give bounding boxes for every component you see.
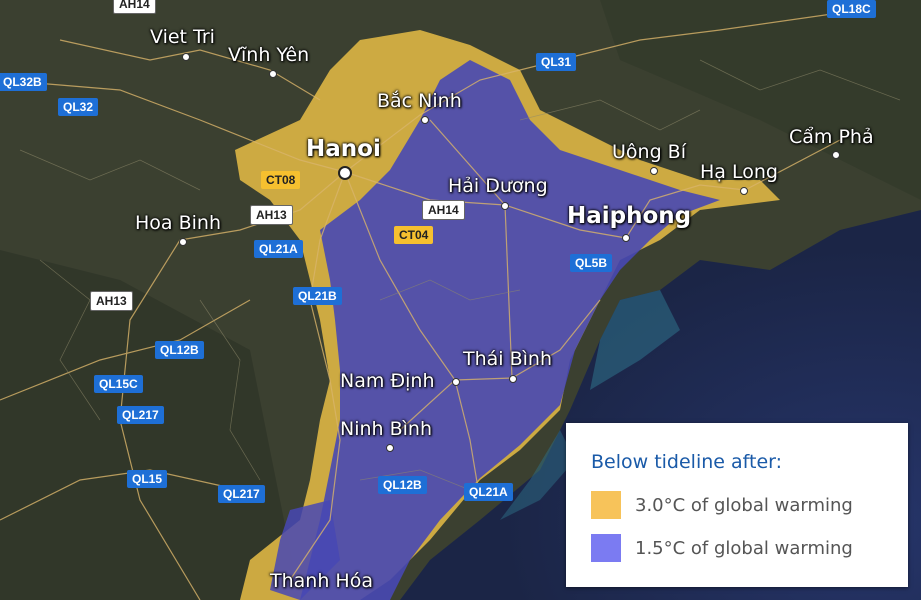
legend-item-1-5: 1.5°C of global warming — [591, 534, 853, 562]
city-dot-hai-duong — [501, 202, 509, 210]
road-shield-ah14: AH14 — [422, 200, 465, 220]
road-shield-ql21a-b: QL21A — [464, 483, 513, 501]
city-label-thai-binh: Thái Bình — [463, 348, 553, 370]
road-shield-ah13-a: AH13 — [250, 205, 293, 225]
city-label-viet-tri: Viet Tri — [150, 26, 215, 48]
city-dot-haiphong — [622, 234, 630, 242]
road-shield-ct04: CT04 — [394, 226, 434, 244]
road-shield-ql21a-a: QL21A — [254, 240, 303, 258]
road-shield-ql12b-a: QL12B — [155, 341, 204, 359]
legend-label-3-0: 3.0°C of global warming — [635, 494, 853, 516]
city-dot-hoa-binh — [179, 238, 187, 246]
city-dot-cam-pha — [832, 151, 840, 159]
road-shield-ql217-b: QL217 — [218, 485, 265, 503]
legend-swatch-1-5 — [591, 534, 621, 562]
legend-label-1-5: 1.5°C of global warming — [635, 537, 853, 559]
road-shield-ql12b-b: QL12B — [378, 476, 427, 494]
road-shield-ql32b: QL32B — [0, 73, 47, 91]
city-dot-vinh-yen — [269, 70, 277, 78]
road-shield-ql32: QL32 — [58, 98, 99, 116]
city-label-uong-bi: Uông Bí — [612, 141, 686, 163]
city-dot-ninh-binh — [386, 444, 394, 452]
coastal-water — [500, 430, 575, 520]
city-label-hai-duong: Hải Dương — [448, 175, 548, 197]
city-dot-viet-tri — [182, 53, 190, 61]
city-dot-thai-binh — [509, 375, 517, 383]
road-shield-ct08: CT08 — [261, 171, 301, 189]
road-shield-ql15: QL15 — [127, 470, 168, 488]
city-dot-nam-dinh — [452, 378, 460, 386]
city-dot-uong-bi — [650, 167, 658, 175]
road-shield-ah14-top: AH14 — [113, 0, 156, 14]
city-label-hanoi: Hanoi — [306, 136, 381, 162]
road-shield-ql217-a: QL217 — [117, 406, 164, 424]
city-label-thanh-hoa: Thanh Hóa — [270, 570, 373, 592]
city-dot-hanoi — [338, 166, 352, 180]
city-label-cam-pha: Cẩm Phả — [789, 126, 874, 148]
city-label-nam-dinh: Nam Định — [340, 370, 435, 392]
road-shield-ql21b: QL21B — [293, 287, 342, 305]
city-label-ha-long: Hạ Long — [700, 161, 778, 183]
road-shield-ql31: QL31 — [536, 53, 577, 71]
city-label-haiphong: Haiphong — [567, 203, 692, 229]
city-dot-bac-ninh — [421, 116, 429, 124]
city-label-vinh-yen: Vĩnh Yên — [228, 44, 310, 66]
flood-zone-1-5 — [270, 500, 340, 600]
legend-title: Below tideline after: — [591, 451, 783, 473]
city-label-bac-ninh: Bắc Ninh — [377, 90, 462, 112]
legend-panel: Below tideline after: 3.0°C of global wa… — [566, 423, 908, 587]
road-shield-ql15c: QL15C — [94, 375, 143, 393]
road-shield-ql18c: QL18C — [827, 0, 876, 18]
coastal-water — [590, 290, 680, 390]
minor-roads — [19, 59, 901, 491]
city-label-ninh-binh: Ninh Bình — [340, 418, 433, 440]
legend-item-3-0: 3.0°C of global warming — [591, 491, 853, 519]
legend-swatch-3-0 — [591, 491, 621, 519]
city-label-hoa-binh: Hoa Binh — [135, 212, 221, 234]
road-shield-ah13-b: AH13 — [90, 291, 133, 311]
road-shield-ql5b: QL5B — [570, 254, 613, 272]
city-dot-ha-long — [740, 187, 748, 195]
terrain-shade — [600, 0, 921, 200]
